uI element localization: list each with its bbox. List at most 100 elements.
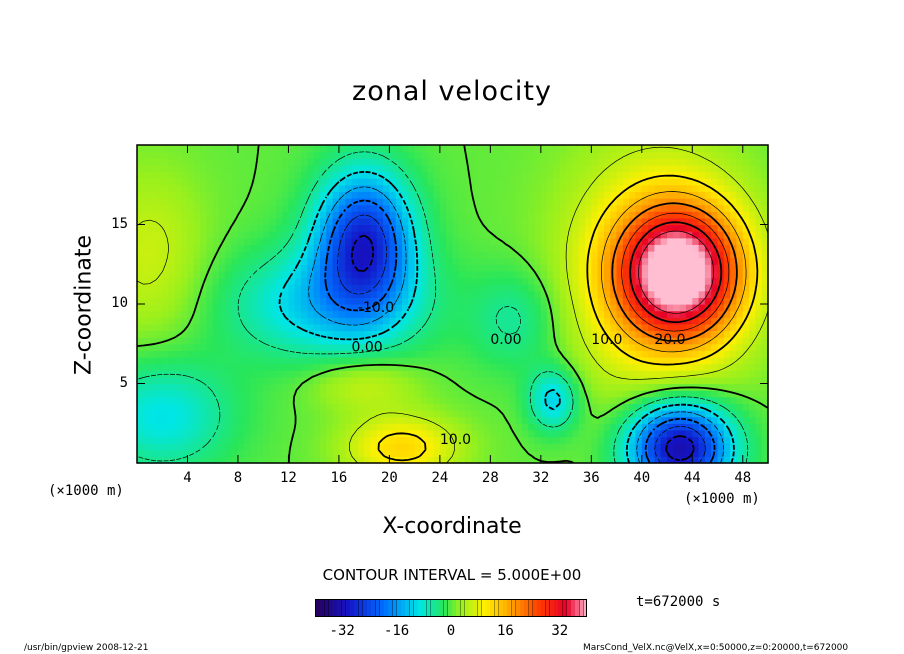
heatmap-cell [263, 376, 271, 385]
heatmap-cell [256, 151, 264, 159]
heatmap-cell [761, 284, 769, 292]
heatmap-cell [755, 297, 763, 305]
heatmap-cell [395, 396, 403, 404]
heatmap-cell [351, 310, 359, 318]
heatmap-cell [263, 184, 271, 192]
heatmap-cell [515, 164, 523, 173]
heatmap-cell [610, 191, 618, 199]
heatmap-cell [326, 416, 334, 424]
heatmap-cell [237, 237, 245, 245]
heatmap-cell [263, 284, 271, 292]
heatmap-cell [137, 396, 144, 404]
heatmap-cell [332, 297, 340, 305]
heatmap-cell [149, 350, 157, 358]
heatmap-cell [465, 145, 473, 153]
heatmap-cell [616, 178, 624, 186]
heatmap-cell [648, 277, 656, 285]
heatmap-cell [484, 264, 491, 272]
heatmap-cell [294, 184, 302, 192]
heatmap-cell [578, 257, 586, 265]
heatmap-cell [301, 363, 308, 371]
heatmap-cell [212, 449, 220, 457]
heatmap-cell [294, 224, 302, 232]
heatmap-cell [648, 284, 656, 292]
heatmap-cell [635, 257, 643, 265]
heatmap-cell [742, 436, 750, 444]
heatmap-cell [484, 224, 491, 232]
heatmap-cell [446, 251, 454, 259]
heatmap-cell [250, 191, 258, 199]
heatmap-cell [345, 337, 353, 345]
heatmap-cell [200, 429, 208, 438]
heatmap-cell [547, 198, 555, 206]
heatmap-cell [591, 217, 599, 226]
heatmap-cell [420, 251, 428, 259]
heatmap-cell [559, 429, 567, 438]
heatmap-cell [566, 317, 573, 325]
heatmap-cell [345, 184, 353, 192]
heatmap-cell [244, 323, 252, 332]
heatmap-cell [351, 204, 359, 212]
heatmap-cell [711, 297, 719, 305]
heatmap-cell [345, 416, 353, 424]
heatmap-cell [219, 383, 226, 391]
heatmap-cell [761, 257, 769, 265]
heatmap-cell [370, 270, 378, 279]
heatmap-cell [578, 231, 586, 239]
heatmap-cell [187, 357, 195, 365]
heatmap-cell [711, 158, 719, 166]
heatmap-cell [332, 410, 340, 418]
heatmap-cell [212, 410, 220, 418]
heatmap-cell [193, 277, 201, 285]
heatmap-cell [471, 443, 479, 451]
heatmap-cell [477, 416, 485, 424]
heatmap-cell [427, 363, 435, 371]
heatmap-cell [578, 317, 586, 325]
heatmap-cell [433, 178, 441, 186]
heatmap-cell [477, 390, 485, 398]
heatmap-cell [225, 270, 233, 279]
heatmap-cell [256, 429, 264, 438]
heatmap-cell [679, 191, 687, 199]
heatmap-cell [301, 383, 308, 391]
heatmap-cell [155, 396, 163, 404]
heatmap-cell [143, 158, 151, 166]
heatmap-cell [219, 449, 226, 457]
heatmap-cell [402, 198, 409, 206]
heatmap-cell [162, 277, 170, 285]
heatmap-cell [383, 363, 390, 371]
heatmap-cell [622, 270, 630, 279]
heatmap-cell [452, 164, 460, 173]
heatmap-cell [389, 410, 397, 418]
heatmap-cell [402, 158, 409, 166]
heatmap-cell [187, 323, 195, 332]
heatmap-cell [427, 158, 435, 166]
x-tick-label: 44 [683, 470, 701, 486]
heatmap-cell [629, 323, 637, 332]
heatmap-cell [540, 158, 548, 166]
heatmap-cell [212, 363, 220, 371]
heatmap-cell [547, 277, 555, 285]
heatmap-cell [465, 297, 473, 305]
heatmap-cell [402, 317, 409, 325]
heatmap-cell [471, 184, 479, 192]
heatmap-cell [439, 350, 447, 358]
heatmap-cell [629, 237, 637, 245]
heatmap-cell [711, 317, 719, 325]
heatmap-cell [294, 443, 302, 451]
heatmap-cell [515, 257, 523, 265]
heatmap-cell [496, 370, 504, 378]
heatmap-cell [319, 330, 327, 338]
heatmap-cell [256, 310, 264, 318]
heatmap-cell [465, 416, 473, 424]
heatmap-cell [477, 330, 485, 338]
heatmap-cell [433, 357, 441, 365]
heatmap-cell [496, 337, 504, 345]
heatmap-cell [711, 145, 719, 153]
heatmap-cell [256, 145, 264, 153]
heatmap-cell [275, 337, 283, 345]
heatmap-cell [755, 224, 763, 232]
heatmap-cell [629, 350, 637, 358]
heatmap-cell [534, 164, 542, 173]
heatmap-cell [414, 429, 422, 438]
